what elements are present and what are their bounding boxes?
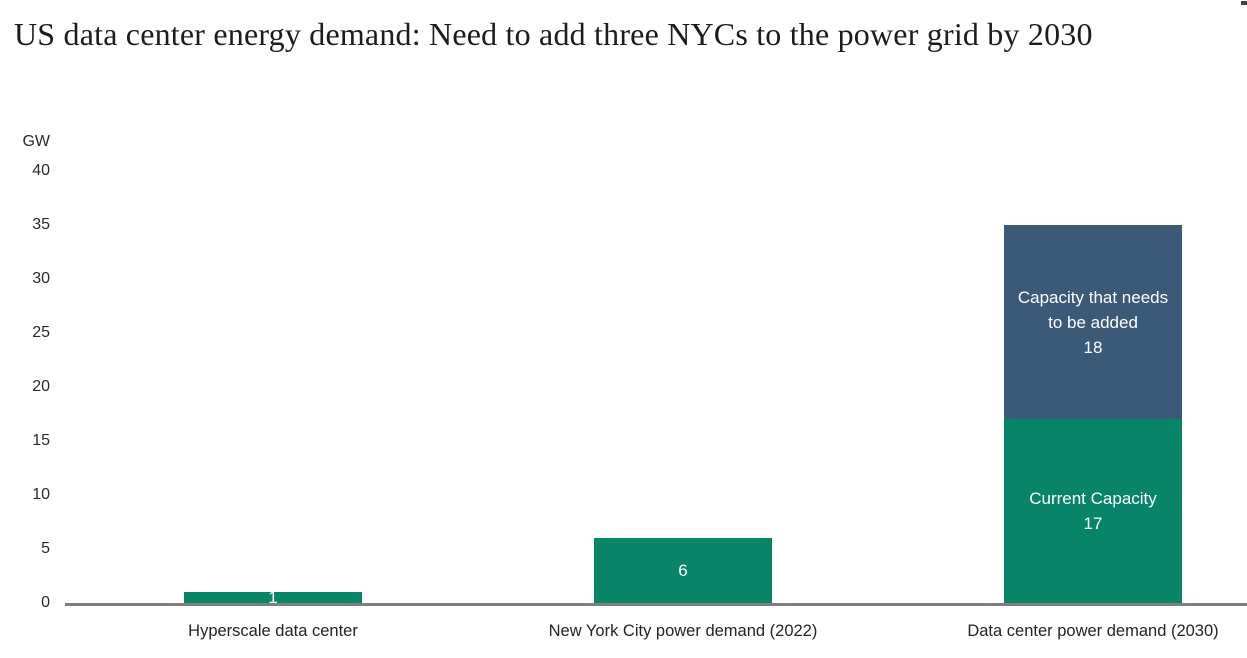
bar-segment: 1 xyxy=(184,588,362,607)
segment-name: Capacity that needs to be added xyxy=(1017,287,1169,332)
segment-label: 1 xyxy=(191,585,355,610)
bar-segment-capacity-that-needs-to-be-added: Capacity that needs to be added 18 xyxy=(1004,225,1182,420)
y-tick-label-25: 25 xyxy=(32,324,50,341)
segment-label: Current Capacity 17 xyxy=(1011,486,1175,536)
y-tick-label-5: 5 xyxy=(41,540,50,557)
y-tick-label-15: 15 xyxy=(32,432,50,449)
segment-value: 6 xyxy=(678,561,688,581)
segment-value: 17 xyxy=(1083,514,1103,534)
bar-segment-current-capacity: Current Capacity 17 xyxy=(1004,419,1182,603)
y-axis-unit-label: GW xyxy=(22,133,50,150)
segment-value: 1 xyxy=(268,588,278,608)
chart-title: US data center energy demand: Need to ad… xyxy=(14,16,1093,52)
x-category-label-1: Hyperscale data center xyxy=(188,622,358,640)
screenshot-corner-artifact xyxy=(1241,1,1247,5)
y-tick-label-30: 30 xyxy=(32,270,50,287)
bar-segment: 6 xyxy=(594,538,772,603)
y-tick-label-20: 20 xyxy=(32,378,50,395)
x-category-label-3: Data center power demand (2030) xyxy=(967,622,1219,640)
segment-name: Current Capacity xyxy=(1029,489,1157,509)
segment-label: Capacity that needs to be added 18 xyxy=(1011,285,1175,360)
y-tick-label-35: 35 xyxy=(32,216,50,233)
bar-2: 6 xyxy=(594,538,772,603)
segment-value: 18 xyxy=(1083,337,1103,357)
segment-label: 6 xyxy=(601,558,765,583)
x-category-label-2: New York City power demand (2022) xyxy=(548,622,818,640)
y-tick-label-40: 40 xyxy=(32,162,50,179)
y-tick-label-0: 0 xyxy=(41,594,50,611)
x-axis-line xyxy=(65,603,1247,606)
bar-1: 1 xyxy=(184,588,362,607)
y-tick-label-10: 10 xyxy=(32,486,50,503)
bar-3: Capacity that needs to be added 18 Current… xyxy=(1004,225,1182,603)
